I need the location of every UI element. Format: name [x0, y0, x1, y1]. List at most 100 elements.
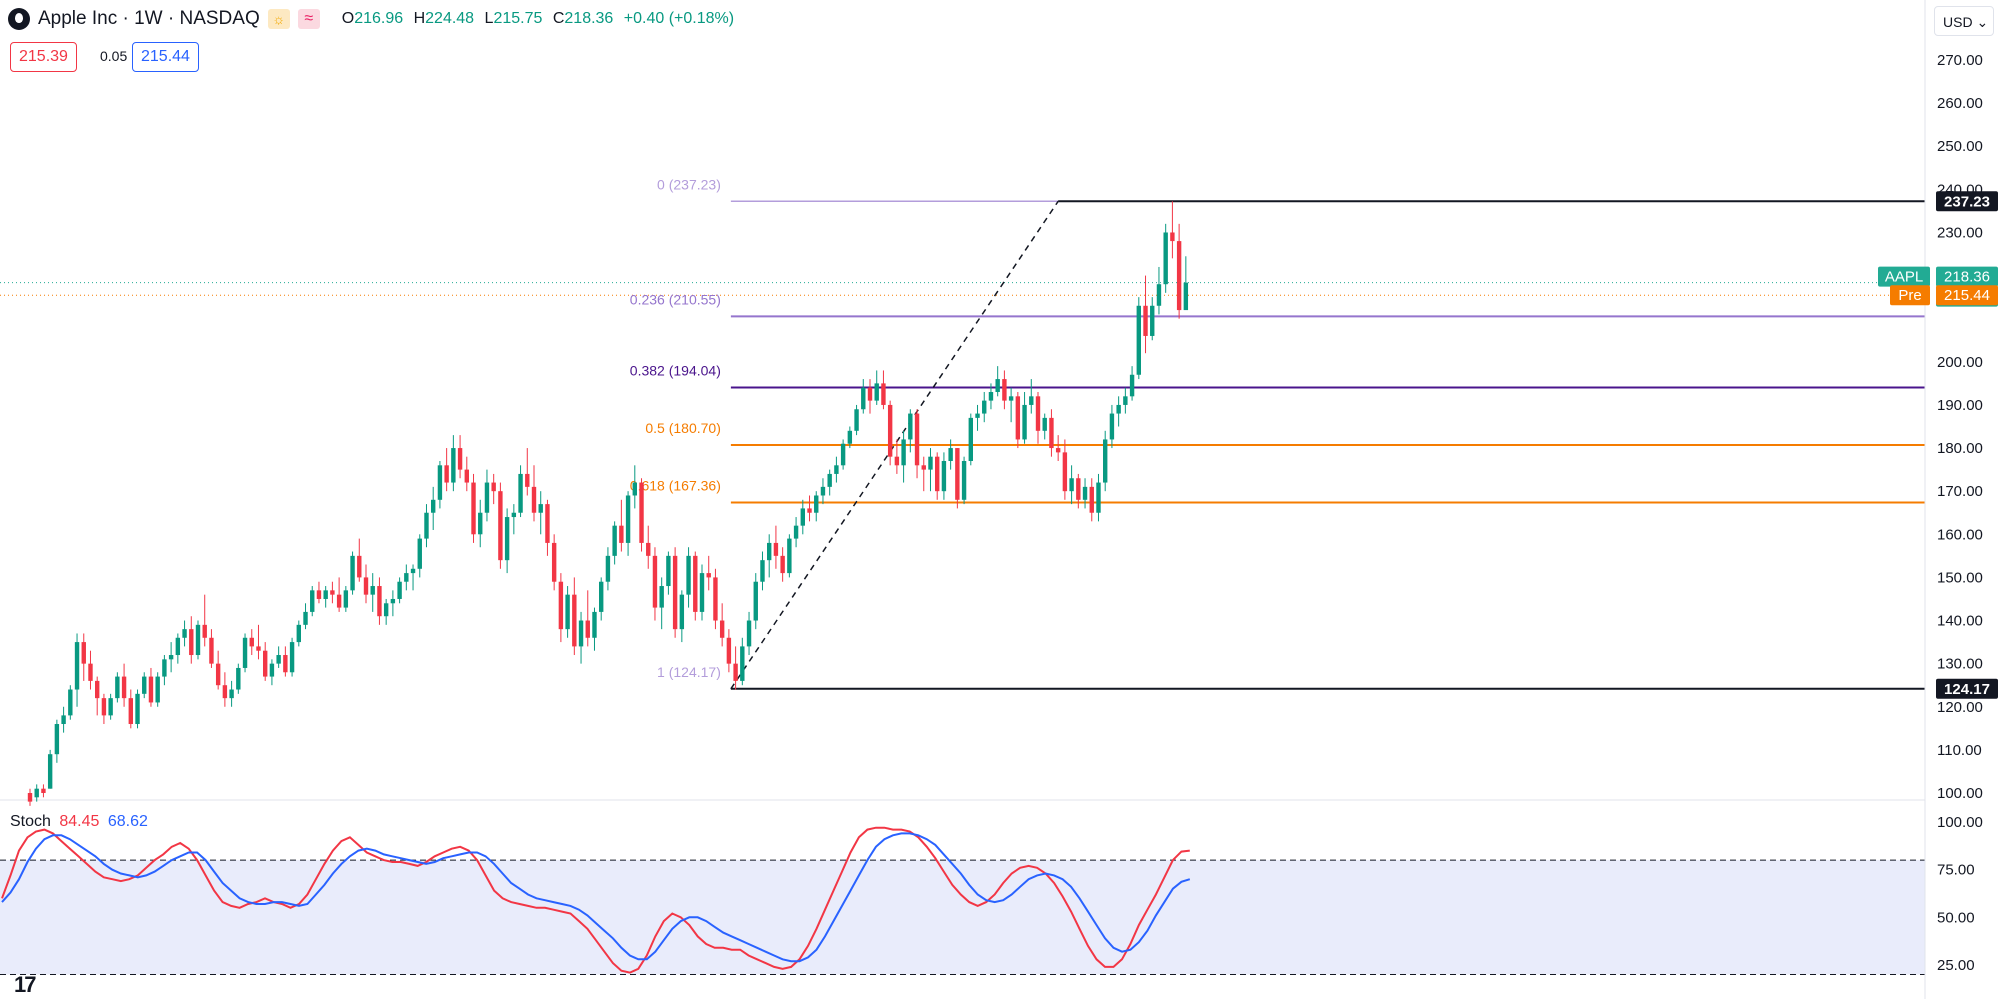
- candle[interactable]: [249, 629, 254, 656]
- candle[interactable]: [733, 646, 738, 690]
- candle[interactable]: [491, 473, 496, 505]
- wave-icon[interactable]: ≈: [297, 9, 320, 29]
- candle[interactable]: [1055, 435, 1061, 461]
- candle[interactable]: [1089, 478, 1094, 522]
- candle[interactable]: [444, 448, 449, 492]
- candle[interactable]: [410, 564, 416, 591]
- candle[interactable]: [1170, 201, 1175, 259]
- candle[interactable]: [961, 456, 967, 505]
- candle[interactable]: [511, 504, 517, 535]
- candle[interactable]: [760, 551, 765, 591]
- candle[interactable]: [484, 469, 490, 522]
- candle[interactable]: [189, 616, 194, 664]
- candle[interactable]: [834, 456, 839, 483]
- candle[interactable]: [242, 633, 248, 673]
- candle[interactable]: [706, 555, 711, 591]
- candle[interactable]: [350, 551, 355, 595]
- candle[interactable]: [417, 534, 422, 578]
- candle[interactable]: [767, 534, 772, 578]
- candle[interactable]: [982, 392, 987, 423]
- candle[interactable]: [867, 379, 873, 414]
- candle[interactable]: [713, 568, 718, 630]
- candle[interactable]: [518, 465, 523, 518]
- currency-select[interactable]: USD ⌄: [1934, 6, 1994, 36]
- candle[interactable]: [383, 598, 389, 625]
- candle[interactable]: [753, 573, 758, 630]
- candle[interactable]: [61, 706, 66, 733]
- stoch-legend[interactable]: Stoch 84.45 68.62: [10, 813, 148, 831]
- candle[interactable]: [780, 547, 785, 582]
- candle[interactable]: [101, 693, 107, 725]
- candle[interactable]: [988, 383, 994, 410]
- candle[interactable]: [68, 685, 73, 720]
- candle[interactable]: [605, 547, 611, 591]
- candle[interactable]: [565, 586, 570, 638]
- candle[interactable]: [1002, 370, 1007, 410]
- candle[interactable]: [632, 465, 637, 509]
- candle[interactable]: [256, 624, 261, 660]
- candle[interactable]: [921, 456, 926, 492]
- candle[interactable]: [827, 469, 832, 496]
- stoch-k-line[interactable]: [1, 826, 1190, 974]
- candle[interactable]: [558, 573, 564, 643]
- candle[interactable]: [908, 409, 913, 453]
- candle[interactable]: [54, 719, 60, 763]
- candle[interactable]: [397, 577, 402, 604]
- candle[interactable]: [746, 611, 752, 656]
- buy-price-button[interactable]: 215.44: [132, 42, 199, 72]
- candle[interactable]: [901, 430, 906, 483]
- candle[interactable]: [881, 370, 886, 410]
- candle[interactable]: [1049, 409, 1054, 457]
- candle[interactable]: [1129, 366, 1135, 401]
- candle[interactable]: [424, 504, 429, 548]
- candle[interactable]: [599, 577, 604, 621]
- candle[interactable]: [861, 379, 866, 414]
- candle[interactable]: [27, 788, 33, 806]
- candle[interactable]: [686, 547, 691, 608]
- price-axis[interactable]: 270.00260.00250.00240.00230.00200.00190.…: [1878, 0, 2000, 999]
- candle[interactable]: [1076, 473, 1081, 509]
- candle[interactable]: [659, 577, 664, 630]
- candle[interactable]: [135, 689, 140, 729]
- candle[interactable]: [928, 448, 933, 492]
- candle[interactable]: [269, 659, 275, 686]
- candle[interactable]: [330, 581, 335, 604]
- symbol-title[interactable]: Apple Inc · 1W · NASDAQ: [38, 8, 260, 29]
- candle[interactable]: [1136, 297, 1141, 380]
- candle[interactable]: [1035, 392, 1041, 444]
- candle[interactable]: [719, 603, 725, 647]
- candle[interactable]: [336, 577, 342, 612]
- candle[interactable]: [229, 680, 234, 707]
- candle[interactable]: [74, 633, 80, 707]
- candle[interactable]: [840, 439, 846, 470]
- candle[interactable]: [1116, 396, 1121, 427]
- candle[interactable]: [121, 663, 127, 707]
- stoch-d-line[interactable]: [1, 832, 1191, 963]
- candle[interactable]: [1150, 297, 1155, 341]
- candle[interactable]: [95, 676, 100, 716]
- candle[interactable]: [175, 633, 181, 664]
- candle[interactable]: [787, 534, 792, 578]
- candle[interactable]: [1082, 478, 1088, 509]
- candle[interactable]: [276, 646, 281, 668]
- candle[interactable]: [1109, 404, 1115, 449]
- candle[interactable]: [168, 642, 174, 673]
- candle[interactable]: [800, 499, 805, 535]
- price-pane[interactable]: 0 (237.23) 0.236 (210.55) 0.382 (194.04) 0.…: [0, 176, 1925, 806]
- candle[interactable]: [941, 452, 947, 500]
- candle[interactable]: [34, 784, 39, 802]
- candle[interactable]: [404, 564, 409, 591]
- candle[interactable]: [451, 435, 456, 492]
- candle[interactable]: [619, 499, 624, 552]
- candle[interactable]: [646, 525, 651, 569]
- candle[interactable]: [1029, 379, 1034, 414]
- candle[interactable]: [1163, 223, 1168, 293]
- candle[interactable]: [531, 465, 537, 522]
- candle[interactable]: [1069, 465, 1074, 505]
- candle[interactable]: [155, 672, 160, 707]
- candle[interactable]: [693, 551, 698, 621]
- candle[interactable]: [236, 663, 241, 694]
- candle[interactable]: [525, 448, 530, 496]
- candle[interactable]: [108, 693, 113, 720]
